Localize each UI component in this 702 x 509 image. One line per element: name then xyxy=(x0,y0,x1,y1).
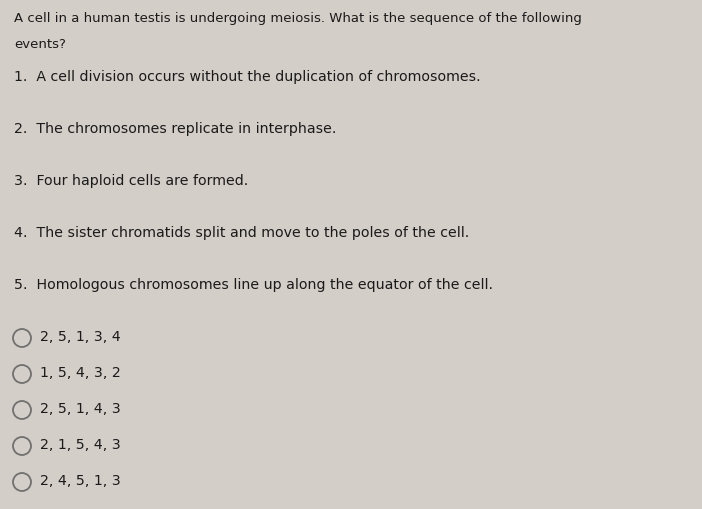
Text: 4.  The sister chromatids split and move to the poles of the cell.: 4. The sister chromatids split and move … xyxy=(14,226,469,240)
Text: 2, 4, 5, 1, 3: 2, 4, 5, 1, 3 xyxy=(40,474,121,488)
Text: 2, 5, 1, 4, 3: 2, 5, 1, 4, 3 xyxy=(40,402,121,416)
Text: events?: events? xyxy=(14,38,66,51)
Text: 1, 5, 4, 3, 2: 1, 5, 4, 3, 2 xyxy=(40,366,121,380)
Text: 2.  The chromosomes replicate in interphase.: 2. The chromosomes replicate in interpha… xyxy=(14,122,336,136)
Text: 2, 5, 1, 3, 4: 2, 5, 1, 3, 4 xyxy=(40,330,121,344)
Text: 2, 1, 5, 4, 3: 2, 1, 5, 4, 3 xyxy=(40,438,121,452)
Text: 1.  A cell division occurs without the duplication of chromosomes.: 1. A cell division occurs without the du… xyxy=(14,70,481,84)
Text: 5.  Homologous chromosomes line up along the equator of the cell.: 5. Homologous chromosomes line up along … xyxy=(14,278,493,292)
Text: 3.  Four haploid cells are formed.: 3. Four haploid cells are formed. xyxy=(14,174,249,188)
Text: A cell in a human testis is undergoing meiosis. What is the sequence of the foll: A cell in a human testis is undergoing m… xyxy=(14,12,582,25)
